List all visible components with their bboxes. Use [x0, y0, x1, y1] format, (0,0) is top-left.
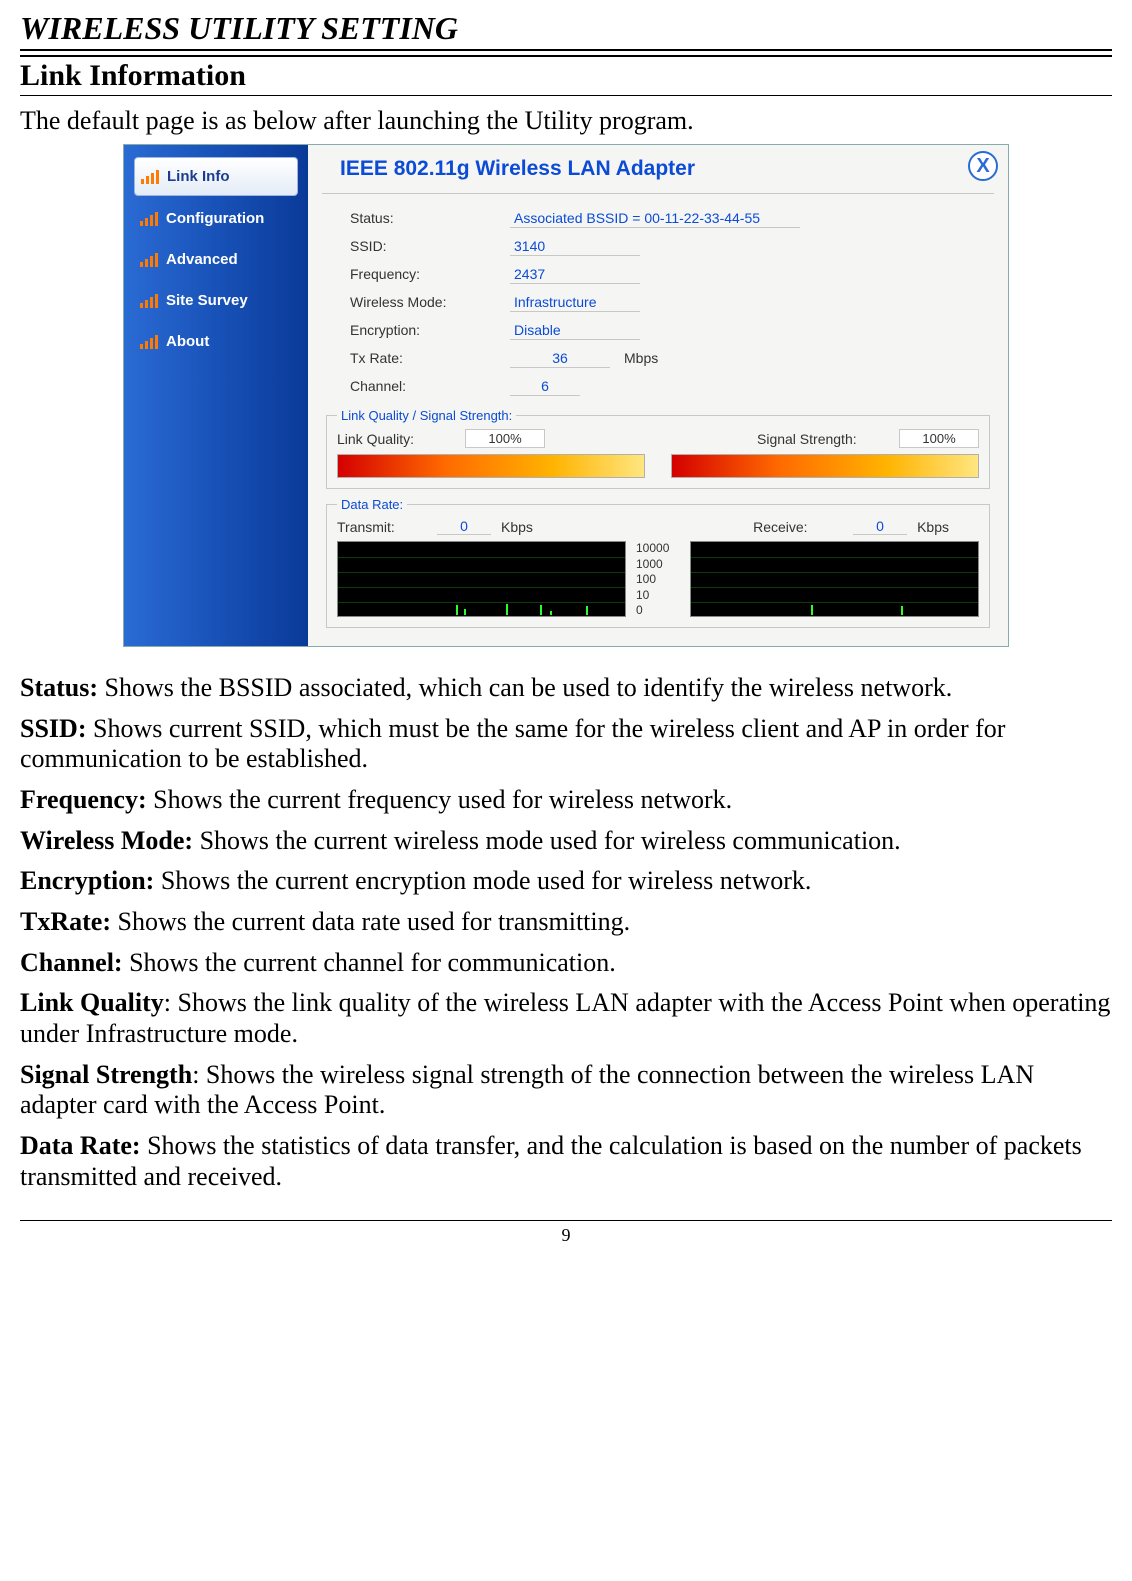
description-text: Shows the current wireless mode used for… [193, 826, 901, 855]
sidebar-item-label: Site Survey [166, 292, 248, 309]
sidebar-item-label: About [166, 333, 209, 350]
link-quality-value: 100% [465, 429, 545, 448]
signal-bars-icon [140, 212, 158, 226]
y-tick-label: 10000 [636, 541, 684, 555]
close-button[interactable]: X [968, 151, 998, 181]
channel-label: Channel: [350, 378, 510, 394]
frequency-value: 2437 [510, 265, 640, 284]
sidebar-item-configuration[interactable]: Configuration [134, 200, 298, 237]
encryption-value: Disable [510, 321, 640, 340]
txrate-unit: Mbps [624, 350, 658, 366]
status-value: Associated BSSID = 00-11-22-33-44-55 [510, 209, 800, 228]
sidebar-item-advanced[interactable]: Advanced [134, 241, 298, 278]
sidebar-item-label: Configuration [166, 210, 264, 227]
link-quality-group: Link Quality / Signal Strength: Link Qua… [326, 408, 990, 489]
description-term: SSID: [20, 714, 86, 743]
signal-bars-icon [140, 294, 158, 308]
receive-graph [690, 541, 979, 617]
description-text: Shows the current channel for communicat… [123, 948, 616, 977]
description-text: Shows the BSSID associated, which can be… [98, 673, 952, 702]
description-paragraph: SSID: Shows current SSID, which must be … [20, 714, 1112, 775]
description-term: Signal Strength [20, 1060, 192, 1089]
signal-strength-bar [671, 454, 979, 478]
signal-bars-icon [141, 170, 159, 184]
wireless-mode-label: Wireless Mode: [350, 294, 510, 310]
y-tick-label: 10 [636, 588, 684, 602]
txrate-label: Tx Rate: [350, 350, 510, 366]
page-title-h2: Link Information [20, 55, 1112, 96]
main-panel: X IEEE 802.11g Wireless LAN Adapter Stat… [308, 145, 1008, 646]
transmit-graph [337, 541, 626, 617]
receive-value: 0 [853, 518, 907, 535]
ssid-value: 3140 [510, 237, 640, 256]
description-paragraph: Link Quality: Shows the link quality of … [20, 988, 1112, 1049]
description-text: Shows the current data rate used for tra… [111, 907, 630, 936]
screenshot-container: Link Info Configuration Advanced Site Surve… [20, 144, 1112, 647]
receive-unit: Kbps [917, 519, 949, 535]
transmit-unit: Kbps [501, 519, 533, 535]
description-text: Shows the statistics of data transfer, a… [20, 1131, 1082, 1191]
description-paragraph: Data Rate: Shows the statistics of data … [20, 1131, 1112, 1192]
y-tick-label: 100 [636, 572, 684, 586]
description-term: Encryption: [20, 866, 154, 895]
transmit-label: Transmit: [337, 519, 427, 535]
y-tick-label: 0 [636, 603, 684, 617]
description-paragraph: TxRate: Shows the current data rate used… [20, 907, 1112, 938]
description-term: Status: [20, 673, 98, 702]
description-term: Channel: [20, 948, 123, 977]
wireless-mode-value: Infrastructure [510, 293, 640, 312]
description-term: Link Quality [20, 988, 164, 1017]
y-tick-label: 1000 [636, 557, 684, 571]
description-paragraph: Status: Shows the BSSID associated, whic… [20, 673, 1112, 704]
link-quality-bar [337, 454, 645, 478]
ssid-label: SSID: [350, 238, 510, 254]
description-paragraph: Signal Strength: Shows the wireless sign… [20, 1060, 1112, 1121]
txrate-value: 36 [510, 349, 610, 368]
sidebar-item-site-survey[interactable]: Site Survey [134, 282, 298, 319]
descriptions: Status: Shows the BSSID associated, whic… [20, 673, 1112, 1192]
sidebar-item-about[interactable]: About [134, 323, 298, 360]
receive-label: Receive: [753, 519, 843, 535]
signal-strength-label: Signal Strength: [757, 431, 887, 447]
intro-text: The default page is as below after launc… [20, 106, 1112, 136]
link-quality-label: Link Quality: [337, 431, 453, 447]
data-rate-legend: Data Rate: [337, 497, 407, 512]
sidebar-item-label: Link Info [167, 168, 230, 185]
sidebar-item-label: Advanced [166, 251, 238, 268]
description-paragraph: Wireless Mode: Shows the current wireles… [20, 826, 1112, 857]
graph-y-axis: 100001000100100 [632, 541, 684, 617]
sidebar: Link Info Configuration Advanced Site Surve… [124, 145, 308, 646]
link-quality-legend: Link Quality / Signal Strength: [337, 408, 516, 423]
description-term: TxRate: [20, 907, 111, 936]
transmit-value: 0 [437, 518, 491, 535]
signal-bars-icon [140, 253, 158, 267]
data-rate-group: Data Rate: Transmit: 0 Kbps Receive: 0 K… [326, 497, 990, 628]
frequency-label: Frequency: [350, 266, 510, 282]
signal-bars-icon [140, 335, 158, 349]
wireless-utility-window: Link Info Configuration Advanced Site Surve… [123, 144, 1009, 647]
page-number: 9 [20, 1220, 1112, 1246]
description-term: Data Rate: [20, 1131, 141, 1160]
description-text: Shows the current encryption mode used f… [154, 866, 811, 895]
description-text: : Shows the link quality of the wireless… [20, 988, 1110, 1048]
description-text: Shows current SSID, which must be the sa… [20, 714, 1005, 774]
encryption-label: Encryption: [350, 322, 510, 338]
status-label: Status: [350, 210, 510, 226]
description-paragraph: Frequency: Shows the current frequency u… [20, 785, 1112, 816]
description-paragraph: Channel: Shows the current channel for c… [20, 948, 1112, 979]
channel-value: 6 [510, 377, 580, 396]
description-paragraph: Encryption: Shows the current encryption… [20, 866, 1112, 897]
link-info-grid: Status: Associated BSSID = 00-11-22-33-4… [322, 204, 994, 400]
description-term: Frequency: [20, 785, 147, 814]
panel-title: IEEE 802.11g Wireless LAN Adapter [322, 153, 994, 194]
sidebar-item-link-info[interactable]: Link Info [134, 157, 298, 196]
description-text: Shows the current frequency used for wir… [147, 785, 733, 814]
signal-strength-value: 100% [899, 429, 979, 448]
description-term: Wireless Mode: [20, 826, 193, 855]
page-title-h1: WIRELESS UTILITY SETTING [20, 10, 1112, 51]
